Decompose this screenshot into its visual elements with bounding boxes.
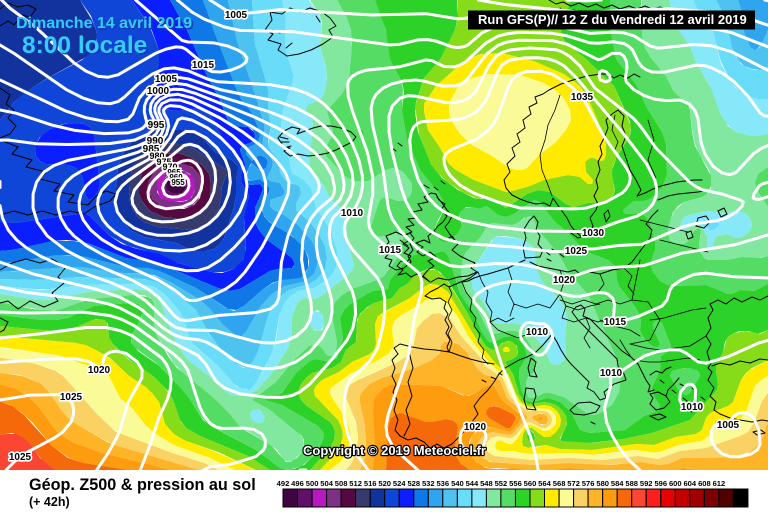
- svg-text:572: 572: [567, 479, 580, 488]
- svg-text:556: 556: [509, 479, 522, 488]
- svg-text:1010: 1010: [341, 208, 364, 219]
- svg-text:Dimanche 14 avril 2019: Dimanche 14 avril 2019: [16, 15, 192, 32]
- svg-text:540: 540: [451, 479, 464, 488]
- svg-text:Run GFS(P)// 12 Z du Vendredi: Run GFS(P)// 12 Z du Vendredi 12 avril 2…: [478, 12, 747, 27]
- svg-text:608: 608: [698, 479, 711, 488]
- svg-text:975: 975: [156, 157, 171, 167]
- svg-text:528: 528: [407, 479, 420, 488]
- svg-text:1010: 1010: [600, 368, 623, 379]
- svg-text:508: 508: [335, 479, 348, 488]
- svg-text:995: 995: [148, 120, 165, 131]
- svg-text:955: 955: [171, 178, 185, 187]
- svg-text:1015: 1015: [379, 245, 402, 256]
- svg-text:1020: 1020: [553, 275, 576, 286]
- svg-text:980: 980: [149, 151, 164, 161]
- svg-text:580: 580: [596, 479, 609, 488]
- svg-text:588: 588: [625, 479, 638, 488]
- svg-text:576: 576: [582, 479, 595, 488]
- svg-text:1025: 1025: [9, 452, 32, 463]
- svg-text:516: 516: [364, 479, 377, 488]
- svg-text:1015: 1015: [604, 317, 627, 328]
- svg-text:1005: 1005: [717, 420, 740, 431]
- svg-text:Copyright © 2019 Meteociel.fr: Copyright © 2019 Meteociel.fr: [303, 443, 486, 458]
- svg-text:544: 544: [466, 479, 479, 488]
- svg-text:1005: 1005: [225, 10, 248, 21]
- svg-text:512: 512: [349, 479, 362, 488]
- svg-text:1010: 1010: [526, 327, 549, 338]
- svg-text:1015: 1015: [192, 60, 215, 71]
- svg-text:960: 960: [169, 173, 183, 182]
- svg-text:8:00 locale: 8:00 locale: [22, 32, 147, 59]
- svg-text:592: 592: [640, 479, 653, 488]
- svg-text:8:00 locale: 8:00 locale: [24, 34, 149, 61]
- svg-text:1010: 1010: [681, 402, 704, 413]
- svg-text:1000: 1000: [147, 86, 170, 97]
- svg-text:965: 965: [167, 168, 181, 177]
- svg-text:532: 532: [422, 479, 435, 488]
- svg-text:596: 596: [654, 479, 667, 488]
- svg-text:1025: 1025: [565, 246, 588, 257]
- svg-text:604: 604: [683, 479, 696, 488]
- svg-text:584: 584: [611, 479, 624, 488]
- svg-text:970: 970: [162, 162, 177, 172]
- svg-text:548: 548: [480, 479, 493, 488]
- svg-text:536: 536: [436, 479, 449, 488]
- svg-text:504: 504: [320, 479, 333, 488]
- svg-text:612: 612: [713, 479, 726, 488]
- svg-text:Dimanche 14 avril 2019: Dimanche 14 avril 2019: [18, 17, 194, 34]
- svg-text:1020: 1020: [88, 365, 111, 376]
- svg-text:985: 985: [143, 144, 160, 155]
- svg-text:520: 520: [378, 479, 391, 488]
- svg-text:1005: 1005: [155, 74, 178, 85]
- svg-text:1035: 1035: [571, 92, 594, 103]
- svg-text:560: 560: [524, 479, 537, 488]
- svg-text:990: 990: [147, 136, 164, 147]
- svg-text:496: 496: [291, 479, 304, 488]
- svg-text:1020: 1020: [464, 422, 487, 433]
- svg-text:1025: 1025: [60, 392, 83, 403]
- svg-text:(+ 42h): (+ 42h): [29, 495, 70, 509]
- svg-text:524: 524: [393, 479, 406, 488]
- svg-text:564: 564: [538, 479, 551, 488]
- svg-text:500: 500: [306, 479, 319, 488]
- svg-text:600: 600: [669, 479, 682, 488]
- svg-text:1030: 1030: [582, 228, 605, 239]
- svg-text:492: 492: [277, 479, 290, 488]
- svg-text:Géop. Z500 & pression au sol: Géop. Z500 & pression au sol: [29, 476, 256, 494]
- svg-text:568: 568: [553, 479, 566, 488]
- svg-text:552: 552: [495, 479, 508, 488]
